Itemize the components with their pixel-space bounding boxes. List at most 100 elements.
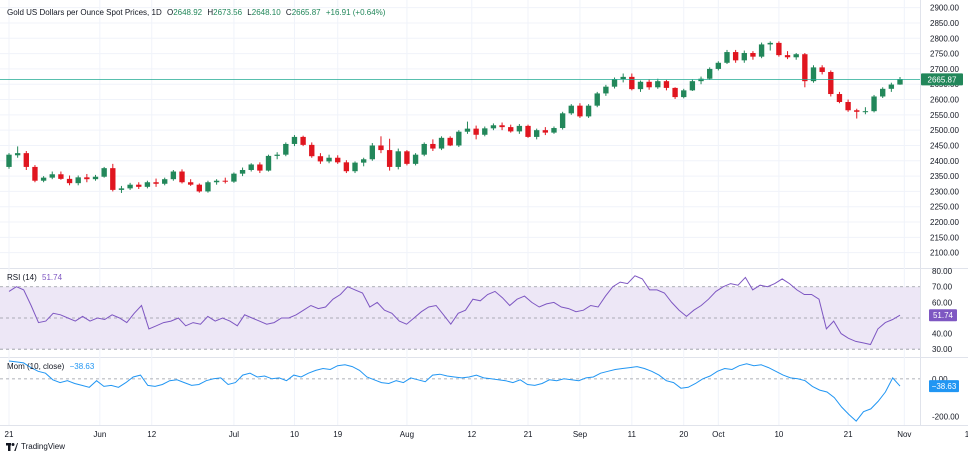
- candle-body: [222, 180, 228, 182]
- last-price-tag: [921, 73, 963, 86]
- candle-body: [758, 44, 765, 57]
- candle: [101, 166, 107, 178]
- candle-body: [421, 143, 427, 155]
- candle-body: [715, 62, 722, 69]
- candle: [828, 70, 834, 97]
- candle: [689, 79, 696, 91]
- candle-body: [257, 164, 263, 171]
- candle: [196, 183, 202, 193]
- tradingview-logo[interactable]: TradingView: [6, 442, 65, 451]
- price-tick-label: 2250.00: [930, 203, 959, 212]
- momentum-tick-label: 0.00: [932, 375, 948, 384]
- candle: [136, 182, 142, 189]
- rsi-value-tag: [929, 309, 957, 322]
- candle: [542, 127, 549, 136]
- candle: [819, 65, 825, 75]
- candle-body: [110, 168, 116, 190]
- candle-body: [118, 188, 125, 190]
- candle-body: [170, 171, 177, 180]
- price-tick-label: 2300.00: [930, 187, 959, 196]
- candle-body: [784, 55, 791, 58]
- candle-body: [231, 173, 237, 182]
- candle-body: [750, 52, 756, 57]
- candle: [170, 169, 177, 181]
- candle-body: [897, 79, 903, 85]
- tradingview-brand: TradingView: [21, 442, 66, 451]
- candle: [646, 79, 652, 90]
- price-tick-label: 2100.00: [930, 249, 959, 258]
- candle: [473, 125, 479, 140]
- candle: [404, 150, 410, 166]
- rsi-label[interactable]: RSI (14): [7, 273, 37, 282]
- candle: [49, 171, 55, 180]
- candle-body: [568, 105, 574, 114]
- candle: [784, 51, 791, 60]
- candle: [585, 104, 592, 118]
- candle-body: [732, 52, 739, 61]
- price-tick-label: 2700.00: [930, 65, 959, 74]
- candle-body: [862, 111, 869, 113]
- candle: [845, 99, 851, 112]
- candle-body: [464, 128, 471, 132]
- candle: [802, 52, 808, 88]
- candle: [257, 162, 263, 174]
- candle: [715, 61, 722, 71]
- last-price-label: 2665.87: [928, 75, 957, 84]
- candle-body: [14, 153, 21, 156]
- candle: [516, 124, 523, 134]
- candle-body: [559, 113, 566, 129]
- candle: [776, 41, 782, 57]
- x-tick-label: 19: [333, 430, 342, 439]
- candle: [326, 154, 332, 164]
- candle-body: [620, 76, 626, 80]
- candle-body: [819, 67, 825, 72]
- candle-body: [672, 87, 678, 98]
- price-tick-label: 2750.00: [930, 50, 959, 59]
- candle-body: [248, 164, 254, 170]
- candle: [360, 157, 367, 167]
- candle: [300, 135, 306, 147]
- price-tick-label: 2800.00: [930, 34, 959, 43]
- candle-body: [352, 162, 358, 172]
- candle: [144, 180, 151, 189]
- candle: [335, 155, 341, 164]
- candle: [707, 67, 713, 80]
- candle: [317, 153, 324, 164]
- candle-body: [326, 157, 332, 162]
- candle: [456, 130, 462, 148]
- axis-layer: 21 Jun 12 Jul 10 19 Aug 12 21 Sep 11 20 Oct 10 21 Nov 1 2…: [5, 4, 968, 439]
- candle-body: [66, 178, 73, 184]
- candle: [672, 87, 678, 99]
- candle-body: [629, 76, 635, 90]
- candle: [118, 185, 125, 193]
- momentum-tick-label: -200.00: [932, 412, 960, 421]
- candle: [369, 143, 376, 161]
- candle: [793, 52, 799, 60]
- momentum-pane: [0, 360, 920, 422]
- x-tick-label: 21: [524, 430, 533, 439]
- candle: [698, 76, 704, 85]
- symbol-title[interactable]: Gold US Dollars per Ounce Spot Prices, 1…: [7, 8, 162, 17]
- candle: [655, 78, 661, 89]
- candle: [482, 126, 488, 137]
- candle: [732, 49, 739, 63]
- candle-body: [144, 182, 151, 187]
- candle-body: [542, 130, 549, 133]
- candle: [248, 163, 254, 172]
- candle: [274, 152, 280, 160]
- candle: [559, 111, 566, 130]
- candle-body: [533, 130, 540, 137]
- change-value: +16.91 (+0.64%): [325, 8, 386, 17]
- candle: [568, 104, 574, 115]
- momentum-label[interactable]: Mom (10, close): [7, 362, 65, 371]
- candle-body: [438, 137, 445, 149]
- candle: [897, 77, 903, 85]
- x-tick-label: 10: [774, 430, 783, 439]
- rsi-tick-label: 40.00: [932, 330, 953, 339]
- candle-body: [508, 127, 514, 132]
- low-value: 2648.10: [251, 8, 281, 17]
- candle: [508, 124, 514, 133]
- candle-body: [404, 151, 410, 164]
